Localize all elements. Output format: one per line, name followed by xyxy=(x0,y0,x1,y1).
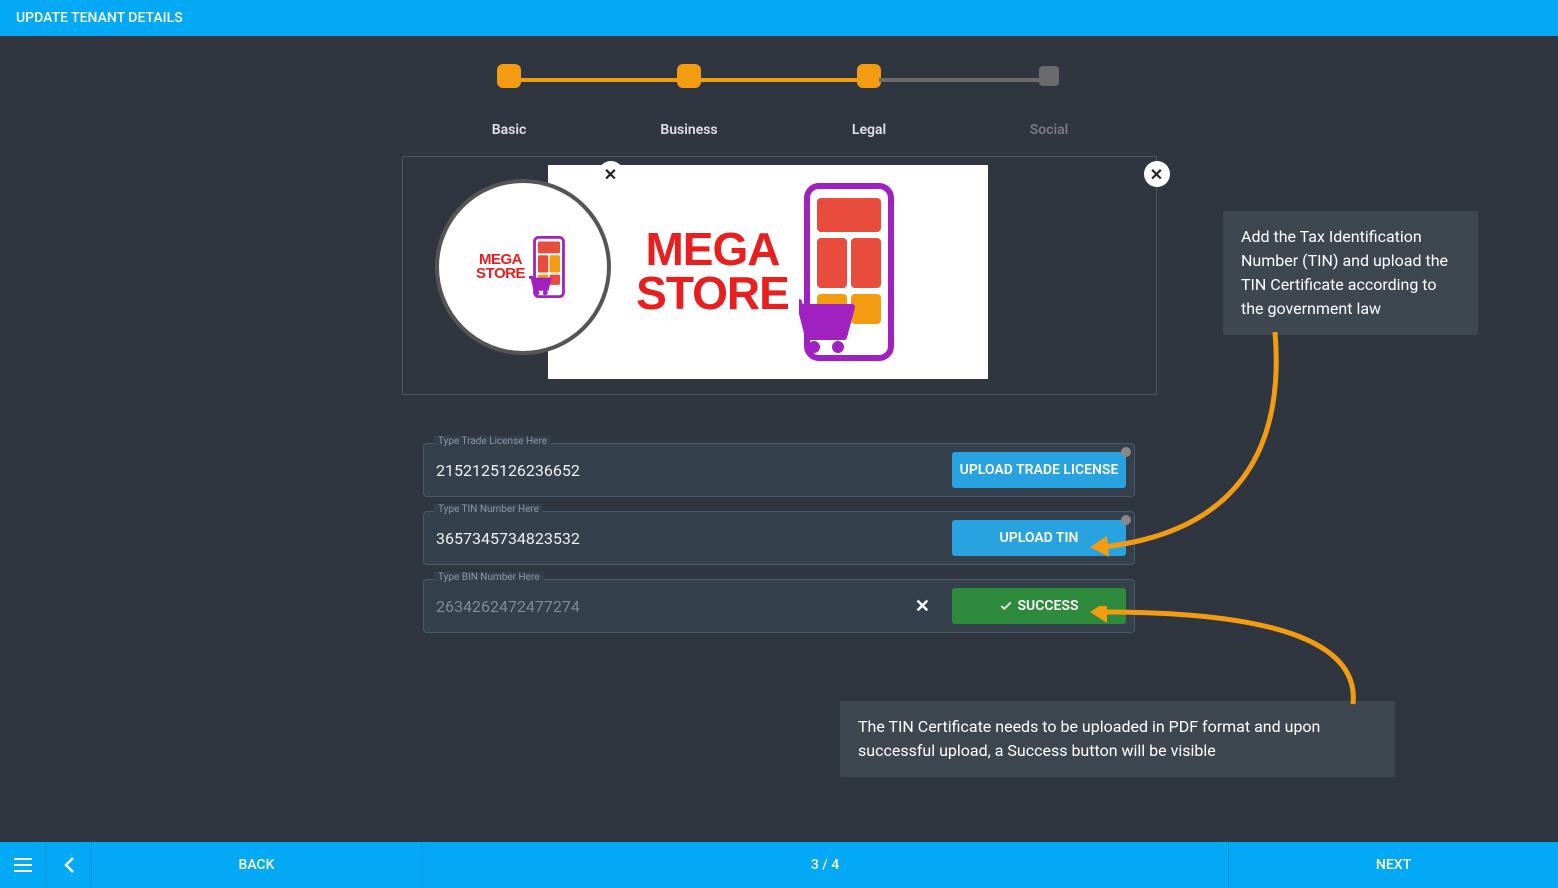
callout-tin-info: Add the Tax Identification Number (TIN) … xyxy=(1223,211,1478,335)
back-button[interactable]: BACK xyxy=(92,842,422,888)
banner-image: MEGASTORE xyxy=(548,165,988,379)
status-dot-icon xyxy=(1121,447,1131,457)
phone-icon xyxy=(529,236,569,298)
step-basic[interactable] xyxy=(499,66,519,86)
avatar[interactable]: MEGASTORE xyxy=(435,179,611,355)
step-line xyxy=(699,78,859,82)
tin-input[interactable]: 3657345734823532 xyxy=(424,512,944,564)
phone-icon xyxy=(799,182,899,362)
bin-input[interactable]: 2634262472477274 xyxy=(424,580,901,632)
trade-license-row: Type Trade License Here 2152125126236652… xyxy=(423,443,1135,497)
field-label: Type Trade License Here xyxy=(434,436,551,447)
form-block: Type Trade License Here 2152125126236652… xyxy=(423,443,1135,633)
step-line xyxy=(879,78,1039,82)
clear-icon[interactable]: ✕ xyxy=(901,580,944,632)
upload-trade-license-button[interactable]: UPLOAD TRADE LICENSE xyxy=(952,452,1126,488)
step-line xyxy=(519,78,679,82)
step-social[interactable] xyxy=(1039,66,1059,86)
upload-tin-button[interactable]: UPLOAD TIN xyxy=(952,520,1126,556)
brand-logo-text: MEGASTORE xyxy=(636,228,789,315)
bin-row: Type BIN Number Here 2634262472477274 ✕ … xyxy=(423,579,1135,633)
banner-card: ✕ MEGASTORE xyxy=(402,156,1157,395)
main-area: Basic Business Legal Social ✕ MEGASTORE xyxy=(0,36,1558,782)
header-bar: UPDATE TENANT DETAILS xyxy=(0,0,1558,36)
page-indicator: 3 / 4 xyxy=(422,842,1228,888)
step-label: Basic xyxy=(479,122,539,138)
next-button[interactable]: NEXT xyxy=(1228,842,1558,888)
step-legal[interactable] xyxy=(859,66,879,86)
brand-logo-text-small: MEGASTORE xyxy=(476,253,525,282)
close-icon[interactable]: ✕ xyxy=(598,161,624,187)
bottom-bar: BACK 3 / 4 NEXT xyxy=(0,842,1558,888)
page-title: UPDATE TENANT DETAILS xyxy=(16,10,183,26)
stepper: Basic Business Legal Social xyxy=(0,36,1558,138)
step-business[interactable] xyxy=(679,66,699,86)
success-button[interactable]: SUCCESS xyxy=(952,588,1126,624)
step-label: Legal xyxy=(839,122,899,138)
close-icon[interactable]: ✕ xyxy=(1144,161,1170,187)
back-icon[interactable] xyxy=(46,842,92,888)
field-label: Type BIN Number Here xyxy=(434,572,544,583)
status-dot-icon xyxy=(1121,515,1131,525)
tin-row: Type TIN Number Here 3657345734823532 UP… xyxy=(423,511,1135,565)
field-label: Type TIN Number Here xyxy=(434,504,543,515)
menu-icon[interactable] xyxy=(0,842,46,888)
trade-license-input[interactable]: 2152125126236652 xyxy=(424,444,944,496)
step-label: Business xyxy=(659,122,719,138)
callout-success-info: The TIN Certificate needs to be uploaded… xyxy=(840,701,1395,777)
check-icon xyxy=(999,599,1013,613)
step-label: Social xyxy=(1019,122,1079,138)
